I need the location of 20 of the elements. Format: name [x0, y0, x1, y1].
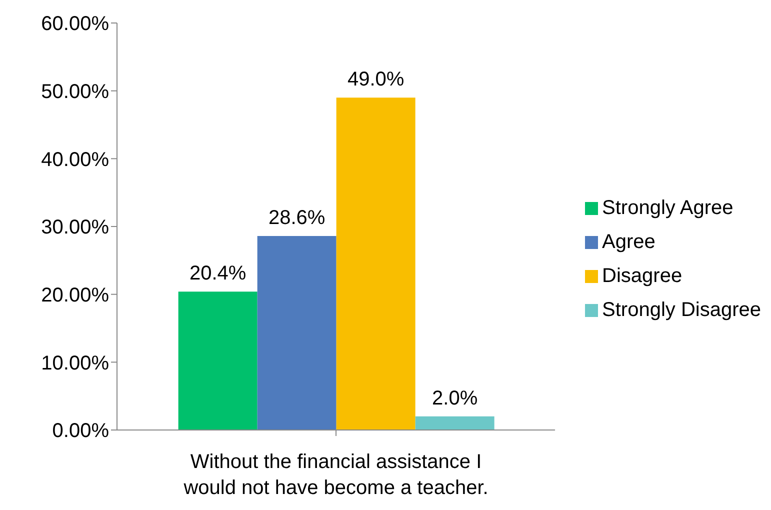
data-label: 20.4% — [189, 262, 246, 285]
y-tick-label: 50.00% — [41, 80, 110, 103]
bar — [415, 416, 494, 430]
legend-label: Disagree — [602, 265, 682, 287]
x-tick-label: Without the financial assistance I would not have become a teacher. — [182, 451, 488, 499]
bar — [336, 98, 416, 430]
y-tick-label: 10.00% — [41, 352, 110, 374]
y-tick-label: 60.00% — [41, 13, 110, 36]
legend-label: Strongly Disagree — [602, 299, 761, 321]
data-label: 2.0% — [432, 387, 478, 410]
y-tick-label: 0.00% — [52, 420, 110, 442]
legend-label: Strongly Agree — [602, 197, 734, 219]
y-tick-label: 20.00% — [41, 284, 110, 306]
legend-label: Agree — [602, 231, 656, 253]
data-label: 28.6% — [268, 206, 326, 229]
y-tick-label: 40.00% — [41, 148, 110, 171]
bar — [178, 292, 258, 430]
bar — [257, 236, 336, 430]
y-tick-label: 30.00% — [41, 216, 110, 239]
data-label: 49.0% — [347, 68, 404, 91]
